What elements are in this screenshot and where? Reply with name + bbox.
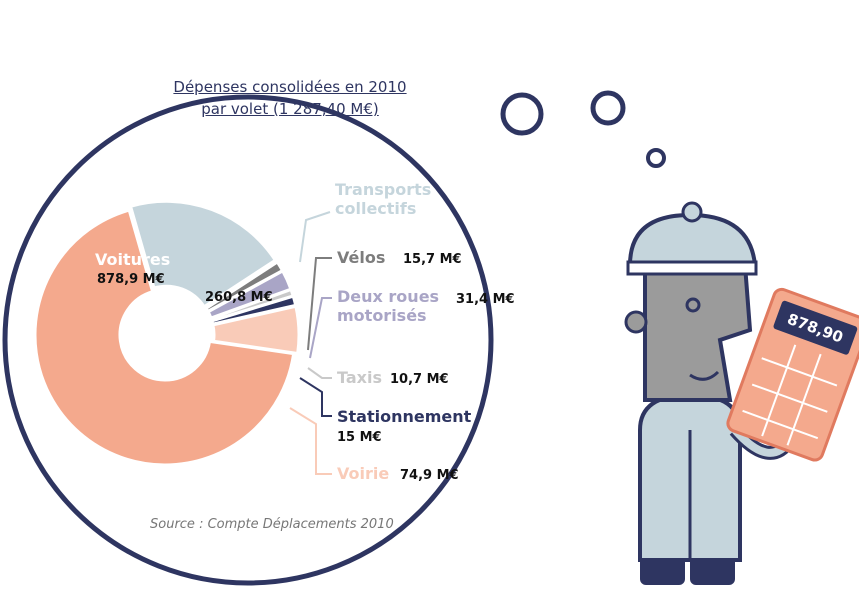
value-label: 74,9 M€ (400, 468, 459, 483)
bubble-dot (648, 150, 664, 166)
bubble-dot (593, 93, 623, 123)
value-label: 15,7 M€ (403, 252, 462, 267)
value-label: 878,9 M€ (97, 272, 165, 287)
value-label: 31,4 M€ (456, 292, 515, 307)
value-label: 10,7 M€ (390, 372, 449, 387)
category-label: Deux roues motorisés (337, 287, 447, 325)
category-label: Transports collectifs (335, 180, 465, 218)
character: 878,90 (626, 203, 859, 585)
source-note: Source : Compte Déplacements 2010 (150, 517, 394, 532)
chart-subtitle: par volet (1 287,40 M€) (150, 100, 430, 118)
value-label: 260,8 M€ (205, 290, 273, 305)
category-label: Stationnement (337, 407, 497, 426)
chart-title: Dépenses consolidées en 2010 (150, 78, 430, 96)
category-label: Voitures (95, 250, 205, 269)
infographic: 878,90 Dépenses consolidées en 2010 par … (0, 0, 859, 595)
value-label: 15 M€ (337, 430, 382, 445)
bubble-dot (503, 95, 541, 133)
